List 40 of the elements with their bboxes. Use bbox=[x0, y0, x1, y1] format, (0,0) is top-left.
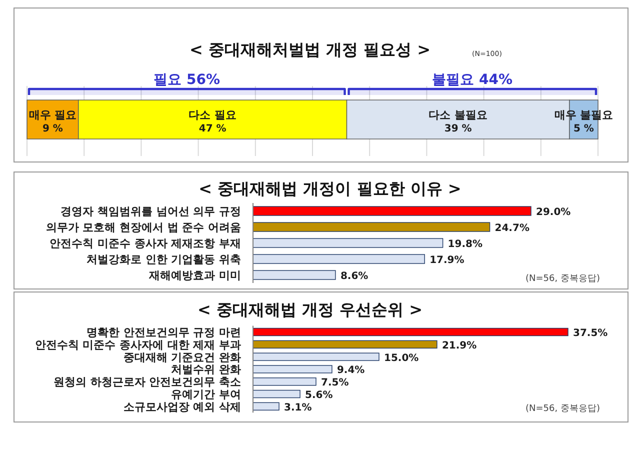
band: 필요 56% bbox=[28, 72, 346, 95]
data-label: 29.0% bbox=[536, 207, 571, 218]
y-tick-label: 안전수칙 미준수 종사자에 대한 제재 부과 bbox=[34, 338, 241, 352]
series-label: 다소 불필요 bbox=[428, 108, 488, 122]
band-label: 필요 56% bbox=[154, 72, 220, 88]
data-label: 39 % bbox=[444, 124, 472, 134]
data-label: 24.7% bbox=[494, 223, 530, 234]
y-tick-label: 중대재해 기준요건 완화 bbox=[123, 350, 241, 364]
annotation: (N=56, 중복응답) bbox=[526, 274, 600, 284]
y-tick-label: 안전수칙 미준수 종사자 제재조항 부재 bbox=[50, 237, 241, 250]
y-tick-label: 처벌수위 완화 bbox=[171, 363, 241, 376]
data-label: 5.6% bbox=[305, 390, 333, 401]
y-tick-label: 원청의 하청근로자 안전보건의무 축소 bbox=[54, 376, 241, 389]
data-label: 19.8% bbox=[448, 239, 483, 250]
series-label: 다소 필요 bbox=[188, 108, 236, 122]
data-label: 8.6% bbox=[340, 271, 368, 282]
data-label: 9 % bbox=[42, 124, 63, 134]
data-label: 9.4% bbox=[336, 365, 365, 376]
data-label: 15.0% bbox=[384, 352, 419, 364]
y-tick-label: 유예기간 부여 bbox=[171, 388, 241, 401]
y-tick-label: 의무가 모호해 현장에서 법 준수 어려움 bbox=[46, 221, 241, 234]
chart-title: < 중대재해처벌법 개정 필요성 > bbox=[189, 40, 431, 59]
y-tick-label: 재해예방효과 미미 bbox=[148, 269, 241, 282]
y-tick-label: 처벌강화로 인한 기업활동 위축 bbox=[86, 253, 241, 266]
data-label: 5 % bbox=[573, 124, 594, 134]
data-label: 47 % bbox=[198, 124, 226, 134]
y-tick-label: 경영자 책임범위를 넘어선 의무 규정 bbox=[60, 205, 241, 218]
data-label: 37.5% bbox=[573, 328, 608, 339]
band-label: 불필요 44% bbox=[432, 72, 513, 88]
y-tick-label: 소규모사업장 예외 삭제 bbox=[123, 400, 241, 414]
y-tick-label: 명확한 안전보건의무 규정 마련 bbox=[86, 326, 241, 339]
data-label: 21.9% bbox=[442, 340, 477, 352]
chart-title: < 중대재해법 개정이 필요한 이유 > bbox=[198, 179, 462, 198]
annotation: (N=56, 중복응답) bbox=[526, 404, 600, 414]
data-label: 17.9% bbox=[430, 255, 464, 266]
data-label: 3.1% bbox=[284, 402, 312, 414]
data-label: 7.5% bbox=[321, 378, 349, 389]
chart-title: < 중대재해법 개정 우선순위 > bbox=[197, 300, 423, 319]
series-label: 매우 필요 bbox=[28, 108, 77, 122]
band: 불필요 44% bbox=[348, 72, 598, 95]
